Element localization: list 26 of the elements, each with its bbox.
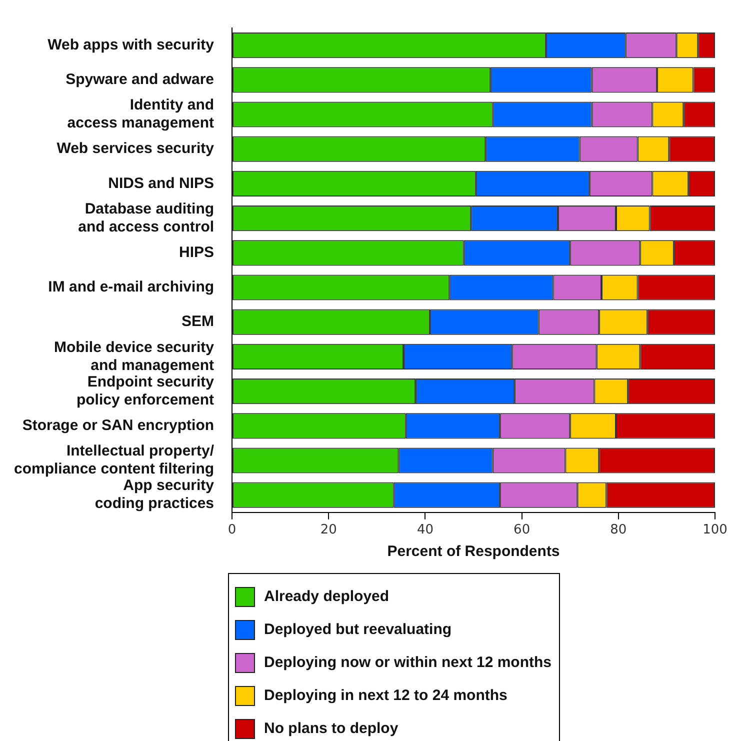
y-tick-label: SEM xyxy=(182,313,214,330)
legend-label: Deployed but reevaluating xyxy=(264,621,452,638)
x-tick-label: 40 xyxy=(416,522,434,538)
legend-label: Already deployed xyxy=(264,588,390,605)
y-tick-label: NIDS and NIPS xyxy=(108,174,214,192)
y-tick-label: Web apps with security xyxy=(48,36,215,54)
x-axis-title: Percent of Respondents xyxy=(387,543,560,560)
x-tick-label: 80 xyxy=(610,522,627,538)
y-tick-label: Web services security xyxy=(56,140,215,158)
y-tick-label: Identity and access management xyxy=(67,96,214,132)
legend-label: Deploying in next 12 to 24 months xyxy=(264,687,508,704)
y-tick-label: App security coding practices xyxy=(94,477,215,512)
y-tick-label: Intellectual property/ compliance content filtering xyxy=(14,442,215,478)
y-tick-label: Endpoint security policy enforcement xyxy=(76,373,215,408)
x-tick-label: 60 xyxy=(514,522,530,538)
x-tick-label: 0 xyxy=(228,522,236,538)
legend-label: Deploying now or within next 12 months xyxy=(264,654,552,671)
y-tick-label: Storage or SAN encryption xyxy=(22,417,214,434)
y-tick-label: Spyware and adware xyxy=(66,71,214,88)
y-tick-label: Database auditing and access control xyxy=(78,200,214,236)
x-tick-label: 20 xyxy=(320,522,337,538)
legend-label: No plans to deploy xyxy=(264,720,398,737)
x-tick-label: 100 xyxy=(702,522,728,538)
y-tick-label: Mobile device security and management xyxy=(54,338,215,374)
y-tick-label: HIPS xyxy=(179,244,214,262)
y-tick-label: IM and e-mail archiving xyxy=(48,278,214,296)
